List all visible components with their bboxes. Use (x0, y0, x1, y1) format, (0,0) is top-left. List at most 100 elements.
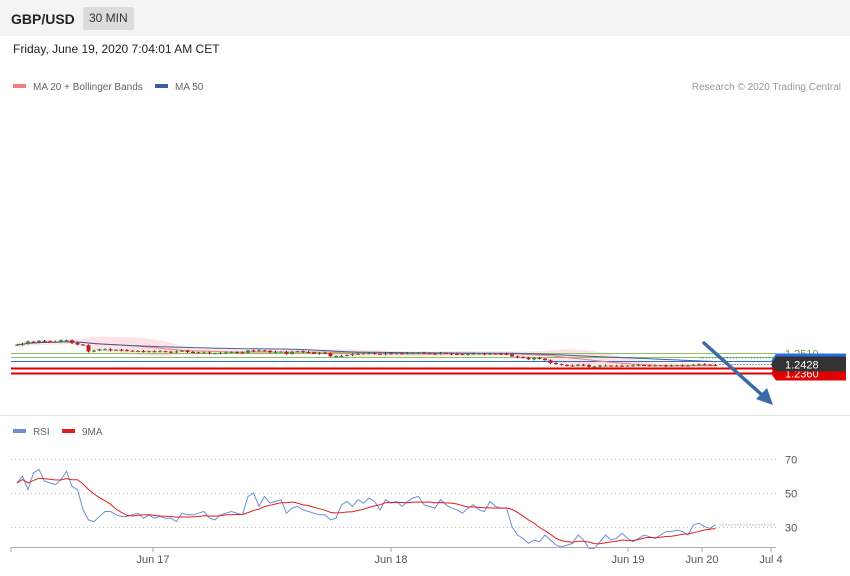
candle-body (455, 354, 459, 356)
candle-body (356, 353, 360, 355)
candle-body (438, 353, 443, 355)
candle-body (42, 340, 47, 342)
candle-body (130, 350, 135, 352)
chart-header: GBP/USD 30 MIN (0, 0, 850, 36)
copyright: Research © 2020 Trading Central (692, 82, 841, 93)
candle-body (290, 352, 294, 354)
candle-body (15, 344, 19, 346)
candle-body (97, 349, 102, 351)
candle-body (235, 352, 239, 354)
candle-body (70, 340, 74, 343)
candle-body (301, 351, 305, 353)
candle-body (125, 350, 129, 352)
candle-body (691, 364, 696, 366)
candle-body (587, 365, 591, 367)
candle-body (658, 365, 663, 367)
candle-body (636, 365, 641, 367)
candle-body (642, 365, 646, 367)
candle-body (114, 349, 118, 351)
candle-body (537, 358, 542, 360)
candle-body (174, 351, 179, 353)
candle-body (510, 354, 514, 357)
candle-body (37, 340, 41, 343)
candle-body (620, 365, 624, 367)
rsi-ma-legend-swatch (62, 429, 75, 433)
candle-body (191, 352, 195, 354)
candle-body (158, 351, 162, 353)
candle-body (460, 354, 465, 356)
candle-body (532, 358, 536, 360)
candle-body (614, 365, 619, 367)
candle-body (405, 353, 410, 355)
candle-body (147, 351, 151, 353)
candle-body (108, 349, 113, 351)
candle-body (334, 356, 338, 358)
candle-body (257, 350, 261, 352)
candle-body (345, 355, 349, 357)
candle-body (609, 365, 613, 367)
candle-body (548, 360, 553, 364)
candle-body (53, 341, 58, 343)
rsi-tick-label-50: 50 (785, 489, 797, 501)
candle-body (680, 365, 685, 367)
currency-pair: GBP/USD (11, 11, 75, 27)
x-tick-label: Jul 4 (759, 554, 782, 566)
chart-datetime: Friday, June 19, 2020 7:04:01 AM CET (13, 42, 220, 56)
candle-body (372, 353, 377, 355)
forecast-arrow-shaft (702, 341, 764, 397)
rsi-ma-legend-label: 9MA (82, 427, 103, 438)
candle-body (136, 351, 140, 353)
candle-body (262, 350, 267, 352)
candle-body (273, 351, 278, 353)
rsi-legend-swatch (13, 429, 26, 433)
candle-body (686, 365, 690, 367)
candle-body (26, 341, 30, 344)
candle-body (185, 350, 190, 353)
candle-body (92, 350, 96, 352)
candle-body (169, 351, 173, 353)
candle-body (251, 350, 256, 352)
candle-body (350, 354, 355, 356)
rsi-line (16, 468, 716, 549)
candle-body (493, 353, 498, 355)
candle-body (196, 352, 201, 354)
moving-averages (16, 341, 716, 367)
bollinger-legend-swatch (13, 84, 26, 88)
rsi-gridlines: 70 50 30 (11, 455, 797, 535)
timeframe-button[interactable]: 30 MIN (83, 7, 134, 30)
candle-body (559, 364, 564, 366)
candle-body (570, 365, 575, 367)
x-tick-label: Jun 19 (611, 554, 644, 566)
candle-body (389, 353, 393, 355)
candle-body (224, 352, 228, 354)
ma50-legend-label: MA 50 (175, 82, 204, 93)
candle-body (367, 353, 371, 355)
candle-body (433, 353, 437, 355)
candle-body (603, 365, 608, 367)
x-tick-label: Jun 20 (685, 554, 718, 566)
candle-body (306, 352, 311, 354)
candle-body (427, 353, 432, 355)
candle-body (499, 353, 503, 355)
candle-body (86, 345, 91, 352)
x-axis-ticks: Jun 17 Jun 18 Jun 19 Jun 20 Jul 4 (10, 547, 783, 566)
candle-body (229, 352, 234, 354)
candle-body (317, 352, 322, 354)
candle-body (554, 363, 558, 365)
candle-body (31, 341, 36, 343)
candle-body (48, 341, 52, 343)
candle-body (713, 364, 718, 366)
candle-body (526, 357, 531, 360)
bollinger-legend-label: MA 20 + Bollinger Bands (33, 82, 143, 93)
candle-body (702, 364, 707, 366)
candle-body (119, 349, 124, 351)
rsi-tick-label-70: 70 (785, 455, 797, 467)
candle-body (103, 349, 107, 351)
last-price-label: 1.2428 (785, 360, 819, 372)
candle-body (482, 353, 487, 355)
candle-body (218, 352, 223, 354)
candle-body (284, 351, 289, 354)
rsi-tick-label-30: 30 (785, 523, 797, 535)
ma50-legend-swatch (155, 84, 168, 88)
